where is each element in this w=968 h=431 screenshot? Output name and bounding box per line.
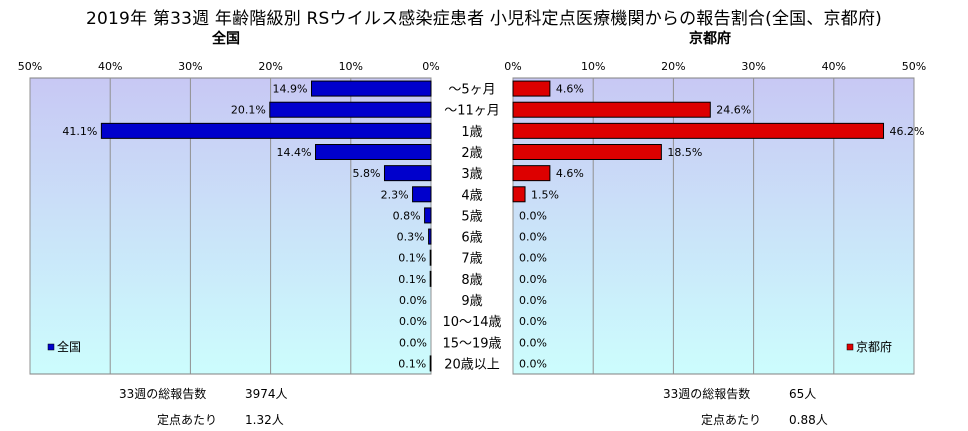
right-tick-label: 50%: [902, 60, 926, 73]
left-panel-subtitle: 全国: [212, 31, 240, 47]
age-category-label: 9歳: [461, 294, 482, 309]
national-bar: [383, 165, 432, 182]
kyoto-bar: [512, 101, 711, 118]
kyoto-value-label: 0.0%: [519, 357, 547, 370]
kyoto-bar: [512, 165, 551, 182]
kyoto-bar: [512, 186, 526, 203]
age-category-label: 5歳: [461, 209, 482, 224]
national-bar: [429, 270, 432, 287]
kyoto-value-label: 24.6%: [716, 104, 751, 117]
national-value-label: 0.0%: [399, 294, 427, 307]
national-total-label: 33週の総報告数: [119, 387, 207, 401]
national-value-label: 14.4%: [277, 146, 312, 159]
national-value-label: 0.0%: [399, 315, 427, 328]
kyoto-value-label: 0.0%: [519, 315, 547, 328]
kyoto-value-label: 46.2%: [890, 125, 925, 138]
chart-title: 2019年 第33週 年齢階級別 RSウイルス感染症患者 小児科定点医療機関から…: [86, 9, 882, 29]
left-tick-label: 10%: [339, 60, 363, 73]
national-value-label: 0.0%: [399, 336, 427, 349]
national-value-label: 0.3%: [397, 231, 425, 244]
age-category-label: 6歳: [461, 231, 482, 246]
national-value-label: 0.1%: [398, 357, 426, 370]
national-legend-label: 全国: [57, 339, 81, 354]
kyoto-value-label: 1.5%: [531, 188, 559, 201]
age-category-label: ～5ヶ月: [448, 83, 495, 98]
national-bar: [424, 207, 432, 224]
age-category-label: 7歳: [461, 252, 482, 267]
kyoto-bar: [512, 122, 885, 139]
national-bar: [100, 122, 432, 139]
age-category-label: 8歳: [461, 273, 482, 288]
national-bar: [311, 80, 432, 97]
kyoto-value-label: 0.0%: [519, 209, 547, 222]
national-value-label: 5.8%: [353, 167, 381, 180]
left-tick-label: 30%: [178, 60, 202, 73]
national-bar: [412, 186, 432, 203]
age-category-label: 15～19歳: [442, 336, 501, 351]
national-bar: [429, 249, 432, 266]
kyoto-value-label: 0.0%: [519, 273, 547, 286]
kyoto-value-label: 4.6%: [556, 83, 584, 96]
kyoto-per-label: 定点あたり: [701, 413, 762, 427]
age-category-label: ～11ヶ月: [444, 104, 500, 119]
national-bar: [315, 144, 432, 160]
kyoto-value-label: 18.5%: [667, 146, 702, 159]
kyoto-bar: [512, 144, 662, 160]
left-plot-area: [29, 77, 432, 375]
national-value-label: 41.1%: [62, 125, 97, 138]
right-tick-label: 20%: [661, 60, 685, 73]
kyoto-bar: [512, 80, 551, 97]
national-per-value: 1.32人: [245, 413, 284, 427]
right-tick-label: 10%: [581, 60, 605, 73]
national-value-label: 2.3%: [381, 188, 409, 201]
kyoto-value-label: 4.6%: [556, 167, 584, 180]
national-value-label: 0.1%: [398, 252, 426, 265]
national-bar: [428, 228, 432, 245]
left-tick-label: 50%: [18, 60, 42, 73]
age-category-label: 10～14歳: [442, 315, 501, 330]
age-category-label: 3歳: [461, 167, 482, 182]
age-category-label: 20歳以上: [444, 357, 500, 372]
national-value-label: 14.9%: [273, 83, 308, 96]
age-category-label: 2歳: [461, 146, 482, 161]
kyoto-total-label: 33週の総報告数: [663, 387, 751, 401]
left-tick-label: 40%: [98, 60, 122, 73]
kyoto-value-label: 0.0%: [519, 252, 547, 265]
kyoto-legend-swatch: [846, 343, 854, 351]
left-tick-label: 20%: [258, 60, 282, 73]
kyoto-legend-label: 京都府: [856, 339, 892, 354]
kyoto-value-label: 0.0%: [519, 294, 547, 307]
right-tick-label: 30%: [741, 60, 765, 73]
national-total-value: 3974人: [245, 387, 288, 401]
right-tick-label: 0%: [504, 60, 521, 73]
age-category-label: 4歳: [461, 188, 482, 203]
age-category-label: 1歳: [461, 125, 482, 140]
right-tick-label: 40%: [822, 60, 846, 73]
right-plot-area: [512, 77, 915, 375]
national-value-label: 0.8%: [393, 209, 421, 222]
kyoto-per-value: 0.88人: [789, 413, 828, 427]
national-value-label: 0.1%: [398, 273, 426, 286]
right-panel-subtitle: 京都府: [689, 31, 731, 47]
kyoto-total-value: 65人: [789, 387, 817, 401]
kyoto-value-label: 0.0%: [519, 231, 547, 244]
national-legend-swatch: [47, 343, 55, 351]
national-bar: [429, 355, 432, 372]
left-tick-label: 0%: [422, 60, 439, 73]
kyoto-value-label: 0.0%: [519, 336, 547, 349]
national-value-label: 20.1%: [231, 104, 266, 117]
national-bar: [269, 101, 432, 118]
national-per-label: 定点あたり: [157, 413, 218, 427]
